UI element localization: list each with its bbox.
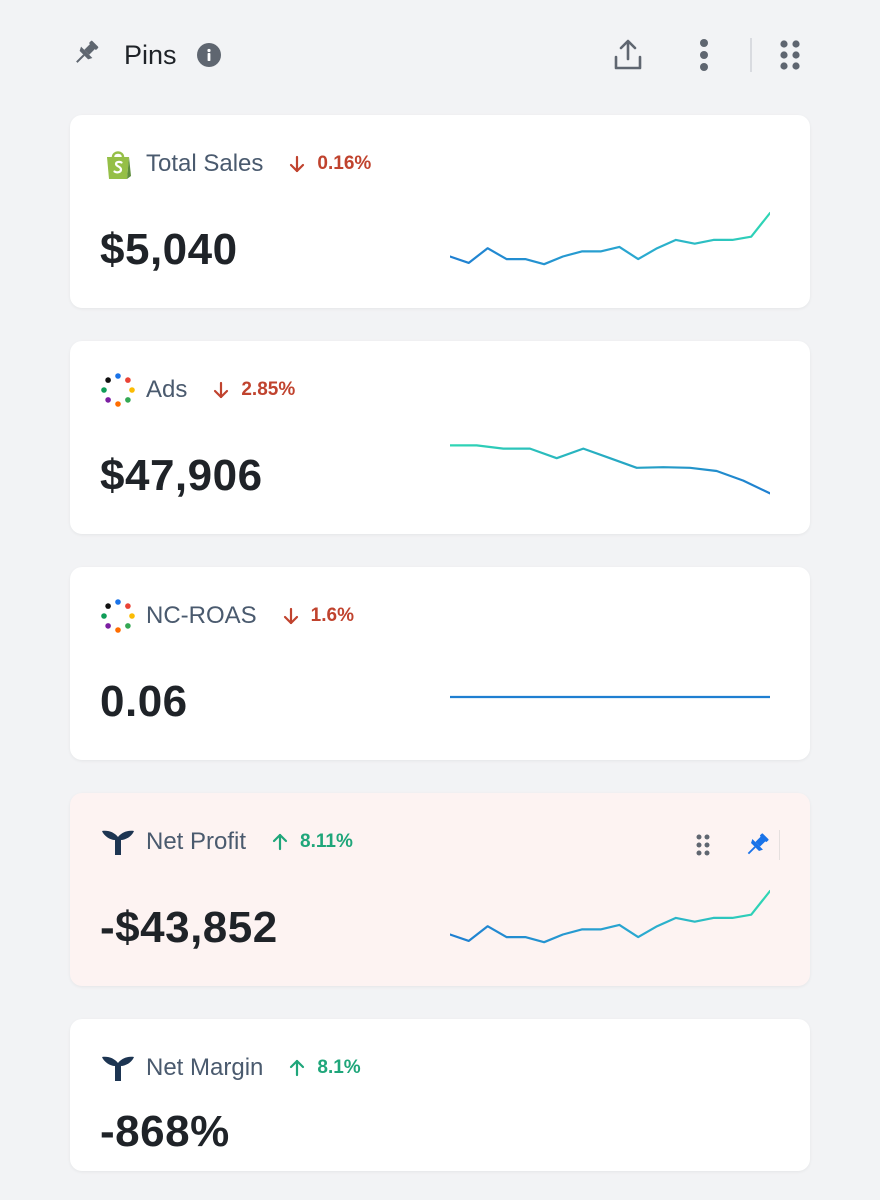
- drag-grid-icon[interactable]: [770, 35, 810, 75]
- sparkline-chart: [450, 889, 770, 944]
- delta-value: 8.1%: [317, 1057, 361, 1078]
- card-title: Total Sales: [146, 150, 264, 177]
- delta-value: 2.85%: [241, 379, 296, 400]
- delta-badge: 1.6%: [283, 605, 354, 627]
- sparkline-chart: [450, 211, 770, 266]
- drag-handle-icon[interactable]: [685, 827, 721, 863]
- arrow-down-icon: [283, 607, 298, 625]
- sparkline-chart: [450, 695, 770, 699]
- metric-value: 0.06: [100, 677, 188, 726]
- arrow-up-icon: [272, 833, 288, 851]
- triple-whale-icon: [100, 1050, 136, 1086]
- arrow-down-icon: [290, 155, 305, 173]
- pin-icon: [70, 37, 102, 74]
- header-divider: [750, 38, 752, 72]
- metric-card-net-profit[interactable]: Net Profit 8.11% -$43,85: [70, 793, 810, 986]
- arrow-down-icon: [214, 381, 229, 399]
- card-actions: [667, 827, 780, 863]
- pins-title-group: Pins: [70, 37, 221, 74]
- metric-value: -$43,852: [100, 903, 278, 952]
- triple-whale-icon: [100, 824, 136, 860]
- metric-value: $47,906: [100, 451, 263, 500]
- card-header: Net Margin 8.1%: [100, 1051, 361, 1085]
- delta-badge: 0.16%: [289, 153, 371, 175]
- sparkline-series: [450, 444, 770, 495]
- header-actions: [608, 35, 810, 75]
- delta-value: 1.6%: [310, 605, 354, 626]
- card-title: Ads: [146, 376, 188, 403]
- delta-value: 0.16%: [317, 153, 372, 174]
- card-title: Net Margin: [146, 1054, 264, 1081]
- info-icon[interactable]: [196, 43, 221, 67]
- multi-channel-icon: [100, 372, 136, 408]
- pin-icon[interactable]: [739, 827, 775, 863]
- delta-badge: 8.11%: [272, 831, 353, 853]
- sparkline-series: [450, 211, 770, 266]
- share-icon[interactable]: [608, 35, 648, 75]
- arrow-up-icon: [290, 1059, 305, 1077]
- page-title: Pins: [124, 39, 177, 70]
- shopify-icon: [100, 146, 136, 182]
- card-header: Total Sales 0.16%: [100, 147, 371, 181]
- metric-card-nc-roas[interactable]: NC-ROAS 1.6% 0.06: [70, 567, 810, 760]
- metric-value: $5,040: [100, 225, 238, 274]
- sparkline-chart: [450, 444, 770, 495]
- delta-value: 8.11%: [300, 831, 353, 852]
- metric-value: -868%: [100, 1107, 230, 1156]
- card-title: Net Profit: [146, 828, 247, 855]
- card-header: Ads 2.85%: [100, 373, 295, 407]
- delta-badge: 8.1%: [289, 1057, 361, 1079]
- metric-card-total-sales[interactable]: Total Sales 0.16% $5,040: [70, 115, 810, 308]
- card-title: NC-ROAS: [146, 602, 257, 629]
- action-divider: [779, 830, 780, 860]
- delta-badge: 2.85%: [213, 379, 295, 401]
- metric-card-net-margin[interactable]: Net Margin 8.1% -868%: [70, 1019, 810, 1171]
- sparkline-series: [450, 889, 770, 944]
- metric-card-ads[interactable]: Ads 2.85% $47,906: [70, 341, 810, 534]
- pins-header: Pins: [70, 30, 810, 80]
- multi-channel-icon: [100, 598, 136, 634]
- more-vertical-icon[interactable]: [684, 35, 724, 75]
- card-header: Net Profit 8.11%: [100, 825, 353, 859]
- card-header: NC-ROAS 1.6%: [100, 599, 354, 633]
